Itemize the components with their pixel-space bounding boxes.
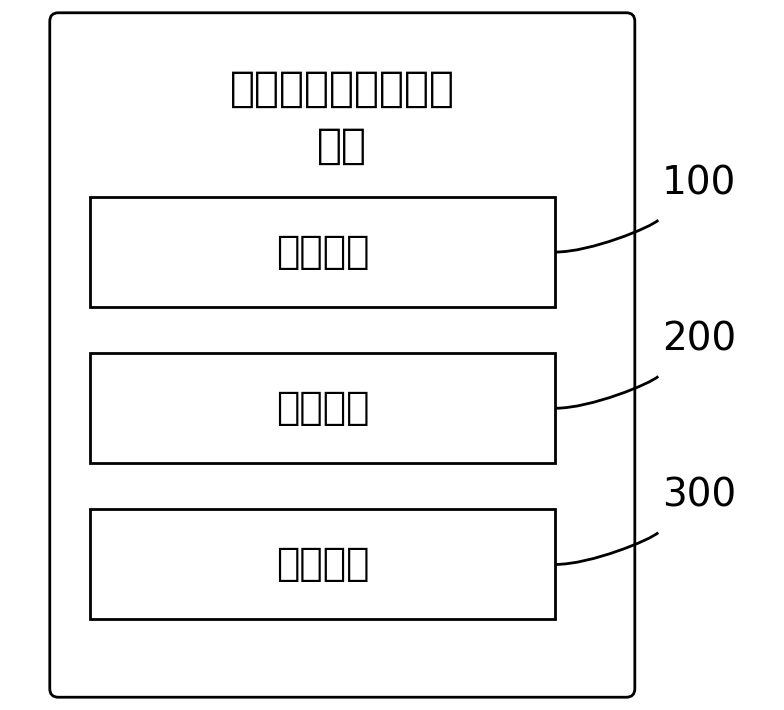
Text: 系统: 系统 — [318, 124, 367, 167]
Text: 300: 300 — [662, 476, 736, 515]
FancyBboxPatch shape — [90, 197, 555, 307]
FancyBboxPatch shape — [49, 13, 635, 697]
FancyBboxPatch shape — [90, 510, 555, 619]
Text: 判断模块: 判断模块 — [276, 233, 369, 271]
Text: 会员积分兑换停车费: 会员积分兑换停车费 — [230, 67, 455, 110]
Text: 200: 200 — [662, 320, 736, 359]
FancyBboxPatch shape — [90, 354, 555, 463]
Text: 发送模块: 发送模块 — [276, 389, 369, 427]
Text: 确定模块: 确定模块 — [276, 545, 369, 584]
Text: 100: 100 — [662, 164, 736, 202]
